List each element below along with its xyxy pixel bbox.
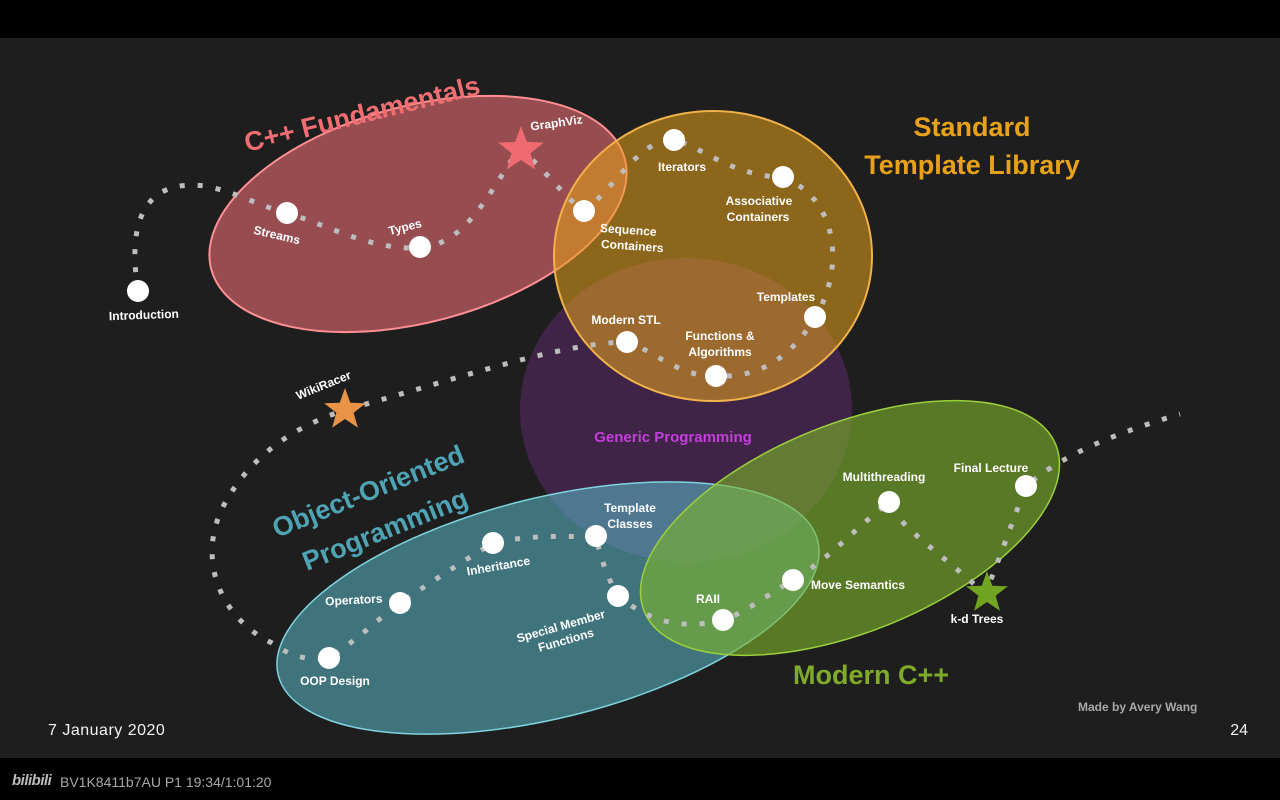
node-multithreading [878,491,900,513]
wikiracer-star-icon [324,388,366,428]
node-functions-algorithms [705,365,727,387]
label-associative-containers-line1: Associative [726,194,793,208]
label-kd-trees: k-d Trees [951,612,1004,626]
node-template-classes [585,525,607,547]
node-associative-containers [772,166,794,188]
node-move-semantics [782,569,804,591]
stl-title-line2: Template Library [864,150,1080,180]
video-bottom-bar [0,758,1280,800]
course-roadmap-diagram: C++ Fundamentals Standard Template Libra… [109,70,1181,735]
label-sequence-containers-line1: Sequence [600,221,658,239]
label-raii: RAII [696,592,720,606]
node-iterators [663,129,685,151]
video-info: BV1K8411b7AU P1 19:34/1:01:20 [60,774,272,790]
label-sequence-containers-line2: Containers [601,237,665,255]
node-modern-stl [616,331,638,353]
stl-title-line1: Standard [913,112,1030,142]
slide-date: 7 January 2020 [48,722,166,739]
label-template-classes-line2: Classes [607,517,653,531]
node-final-lecture [1015,475,1037,497]
video-top-bar [0,0,1280,38]
label-associative-containers-line2: Containers [727,210,790,224]
node-templates [804,306,826,328]
label-functions-algorithms-line1: Functions & [685,329,755,343]
node-oop-design [318,647,340,669]
slide-credit: Made by Avery Wang [1078,700,1198,714]
label-iterators: Iterators [658,160,706,174]
node-operators [389,592,411,614]
slide: C++ Fundamentals Standard Template Libra… [0,38,1280,758]
label-modern-stl: Modern STL [591,313,660,327]
node-special-member-functions [607,585,629,607]
label-template-classes-line1: Template [604,501,656,515]
label-templates: Templates [757,290,816,304]
modern-cpp-region [639,399,1061,657]
label-move-semantics: Move Semantics [811,578,905,592]
generic-programming-title: Generic Programming [594,429,752,446]
label-operators: Operators [325,591,383,608]
node-types [409,236,431,258]
modern-cpp-title: Modern C++ [793,660,949,690]
slide-page-number: 24 [1230,722,1248,739]
label-final-lecture: Final Lecture [954,461,1029,475]
label-functions-algorithms-line2: Algorithms [688,345,752,359]
node-introduction [127,280,149,302]
node-raii [712,609,734,631]
label-multithreading: Multithreading [843,470,926,484]
kd-trees-star-icon [966,571,1008,611]
node-sequence-containers [573,200,595,222]
label-introduction: Introduction [109,307,179,323]
label-oop-design: OOP Design [300,674,370,688]
stl-region [553,110,873,402]
bilibili-logo-icon: bilibili [12,772,52,789]
node-inheritance [482,532,504,554]
graphviz-star-icon [498,126,544,170]
node-streams [276,202,298,224]
